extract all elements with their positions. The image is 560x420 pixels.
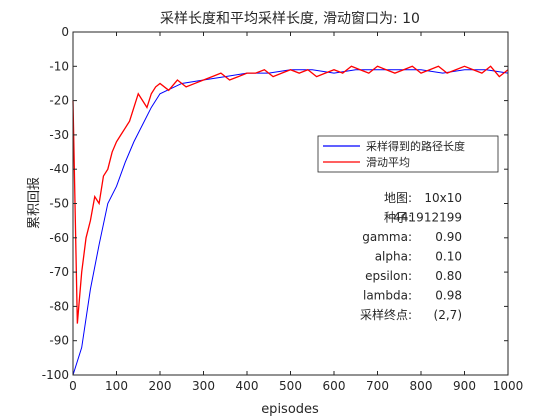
y-tick-label: -100 (42, 368, 69, 382)
series-layer (72, 65, 509, 376)
plot-background (73, 32, 508, 375)
info-label: 种子: (384, 211, 412, 225)
info-value: 0.80 (435, 269, 462, 283)
x-tick-label: 100 (105, 379, 128, 393)
x-tick-label: 800 (410, 379, 433, 393)
info-value: 0.98 (435, 289, 462, 303)
x-tick-label: 500 (279, 379, 302, 393)
x-tick-label: 900 (453, 379, 476, 393)
y-tick-label: 0 (61, 25, 69, 39)
x-tick-label: 1000 (493, 379, 524, 393)
y-tick-label: -70 (49, 265, 69, 279)
y-tick-label: -20 (49, 94, 69, 108)
info-label: gamma: (362, 230, 412, 244)
y-tick-label: -40 (49, 162, 69, 176)
x-tick-label: 400 (236, 379, 259, 393)
info-value: 0.90 (435, 230, 462, 244)
x-tick-label: 200 (149, 379, 172, 393)
x-axis-label: episodes (261, 402, 319, 417)
legend: 采样得到的路径长度 滑动平均 (317, 135, 499, 173)
series-line-1 (72, 65, 509, 324)
info-label: 地图: (384, 191, 412, 205)
plot-area (72, 31, 509, 376)
info-value: 441912199 (393, 211, 462, 225)
y-tick-label: -50 (49, 197, 69, 211)
info-value: 10x10 (424, 191, 462, 205)
legend-label-series-1: 滑动平均 (366, 156, 410, 169)
x-tick-label: 600 (323, 379, 346, 393)
y-tick-label: -30 (49, 128, 69, 142)
y-axis: 0 -10 -20 -30 -40 -50 -60 -70 -80 -90 -100 (42, 25, 508, 382)
y-tick-label: -10 (49, 59, 69, 73)
info-value: 0.10 (435, 250, 462, 264)
chart-title: 采样长度和平均采样长度, 滑动窗口为: 10 (160, 10, 420, 27)
info-label: 采样终点: (360, 307, 412, 322)
x-axis: 0 100 200 300 400 500 600 700 800 900 1000 (69, 32, 523, 393)
y-tick-label: -80 (49, 299, 69, 313)
x-tick-label: 300 (192, 379, 215, 393)
info-label: epsilon: (365, 269, 412, 283)
y-tick-label: -60 (49, 231, 69, 245)
x-tick-label: 0 (69, 379, 77, 393)
y-tick-label: -90 (49, 334, 69, 348)
info-label: alpha: (375, 250, 412, 264)
legend-box (317, 135, 499, 173)
info-value: (2,7) (434, 308, 462, 322)
legend-label-series-0: 采样得到的路径长度 (366, 139, 465, 153)
x-tick-label: 700 (366, 379, 389, 393)
y-axis-label: 累积回报 (27, 177, 42, 229)
parameter-annotation: 地图: 10x10 种子:441912199 gamma: 0.90 alpha: 0.10… (360, 191, 462, 322)
info-label: lambda: (363, 289, 412, 303)
